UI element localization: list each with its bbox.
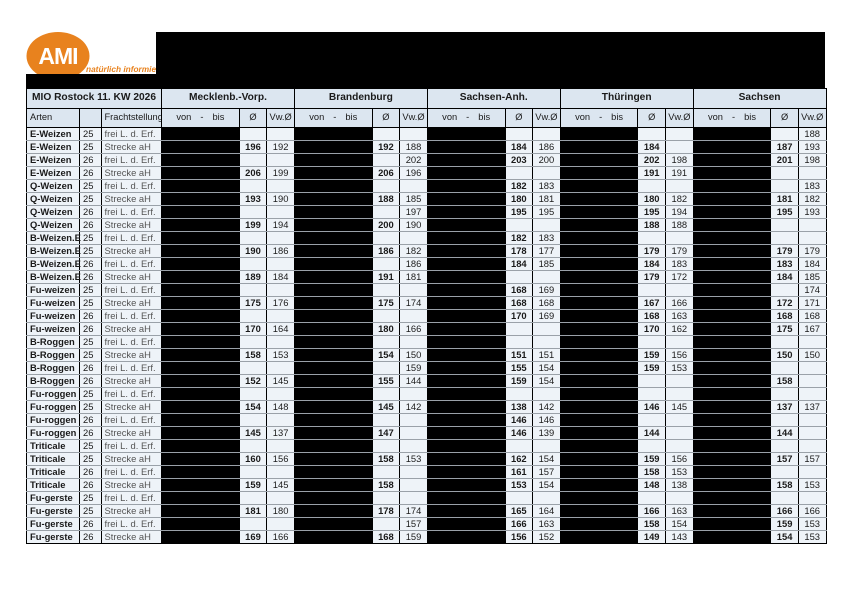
svg-text:AMI: AMI bbox=[38, 43, 77, 69]
